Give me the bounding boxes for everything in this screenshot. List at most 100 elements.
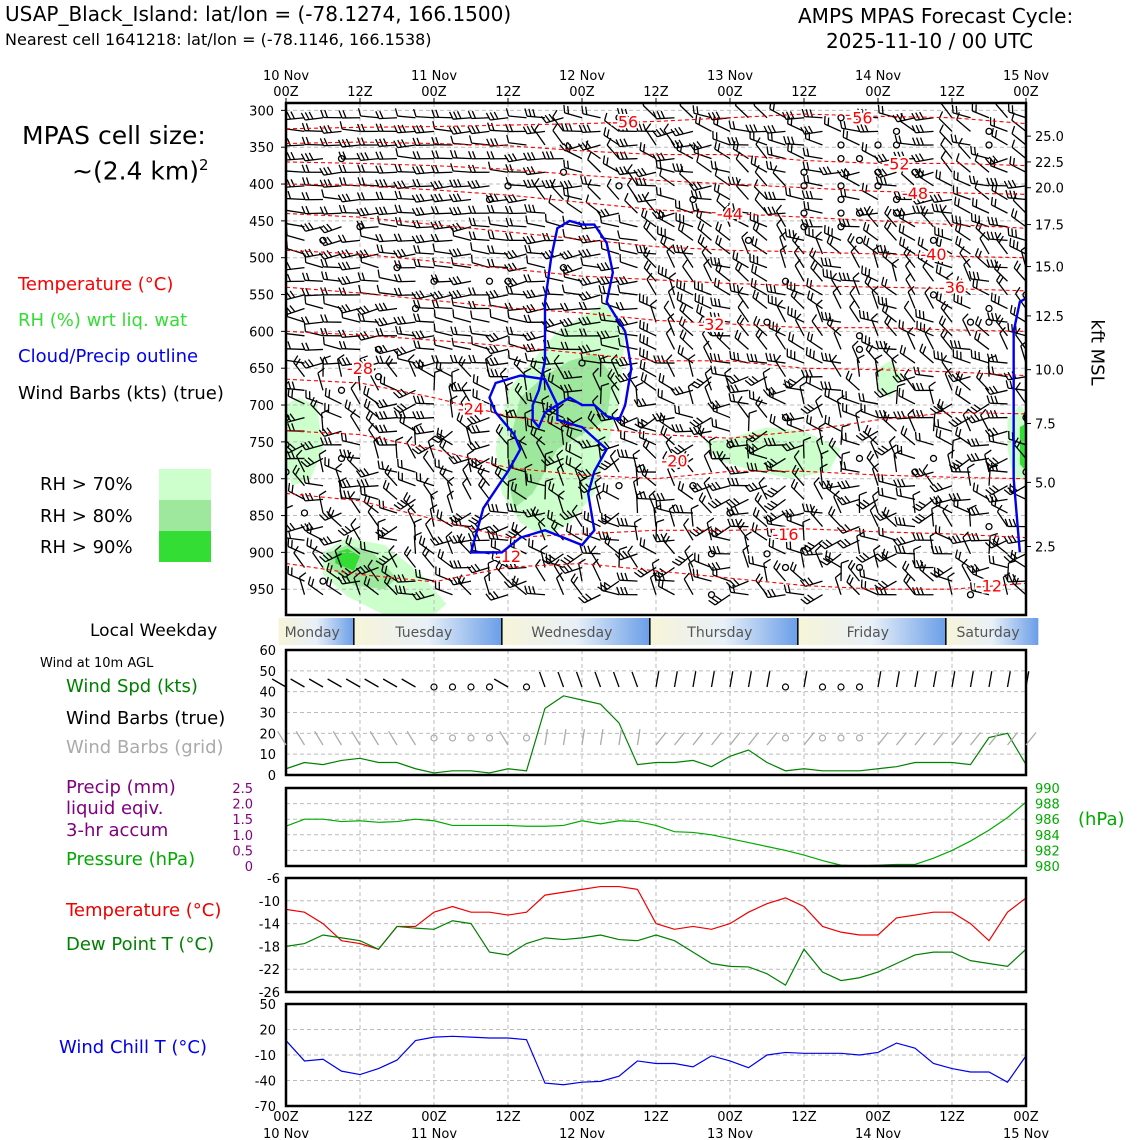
wind-barb-flag [600, 240, 603, 249]
wind-barb-flag [726, 439, 732, 448]
wind-barb-flag [881, 105, 884, 114]
wind-barb-flag [559, 303, 565, 311]
wind-barb [324, 464, 342, 473]
wind-barb-flag [772, 191, 777, 200]
wind-barb [697, 376, 712, 389]
wind-barb-flag [376, 244, 380, 253]
wind-barb-flag [903, 300, 910, 308]
wind-barb [323, 185, 342, 188]
wind-barb-flag [737, 286, 744, 295]
wind-barb-flag [562, 215, 565, 224]
calm-10m-grid [818, 734, 827, 742]
wind-barb-flag [527, 314, 532, 323]
wind-barb-flag [287, 483, 291, 492]
wind-barb-flag [393, 504, 401, 510]
wind-barb-flag [824, 257, 828, 267]
wind-barb [959, 252, 972, 269]
wind-barb-flag [873, 544, 881, 551]
wind-barb-flag [657, 265, 660, 274]
wind-barb-flag [907, 285, 915, 293]
wind-barb [627, 170, 639, 187]
wind-barb-flag [550, 511, 553, 520]
wind-barb-flag [836, 170, 843, 178]
bottom-day-label-8: 14 Nov [855, 1127, 901, 1140]
wind-barb [712, 304, 731, 310]
wind-barb [427, 441, 435, 459]
wind-barb-flag [341, 276, 347, 285]
wind-barb [547, 421, 564, 432]
pressure-tick-label-right-0: 980 [1035, 860, 1060, 875]
wind-barb-flag [677, 444, 685, 451]
wind-barb-flag [507, 250, 514, 259]
wind-barb [379, 536, 398, 541]
wind-barb [989, 498, 1008, 503]
wind-barb-flag [938, 430, 942, 439]
wind-barb [802, 440, 805, 459]
wind-barb-flag [800, 598, 808, 605]
wind-barb [438, 430, 453, 444]
wind-barb [434, 171, 453, 174]
wind-barb-flag [564, 123, 569, 132]
wind-barb-flag [382, 399, 388, 407]
wind-barb-flag [570, 573, 576, 581]
wind-barb-flag [379, 110, 384, 119]
wind-barb-flag [387, 358, 394, 366]
wind-barb-flag [805, 374, 808, 383]
wind-barb [931, 508, 935, 527]
wind-barb [457, 581, 472, 596]
wind-barb [662, 457, 675, 473]
precip-tick-label-5: 2.5 [232, 782, 253, 797]
weekday-segment-2 [501, 618, 650, 645]
wind-barb-flag [618, 276, 625, 285]
wind-barb-flag [988, 459, 996, 466]
calm-circle [966, 318, 975, 326]
wind-barb-flag [735, 477, 740, 486]
wind-barb-flag [845, 370, 850, 379]
wind-barb-flag [304, 152, 310, 161]
wind-barb [847, 239, 860, 255]
wind-barb-flag [754, 524, 758, 533]
wind-barb [863, 229, 879, 241]
legend-rh80-swatch [159, 500, 211, 531]
wind-barb [627, 552, 639, 568]
wind-barb-flag [600, 582, 603, 591]
wind-barb-flag [657, 578, 661, 587]
wind-barb [730, 400, 749, 405]
wind-barb-flag [324, 314, 329, 323]
wind-barb-flag [448, 126, 454, 135]
wind-barb-flag [468, 135, 473, 144]
wind-barb-flag [511, 262, 518, 270]
wind-barb-flag [701, 296, 704, 305]
wind-barb-flag [338, 287, 343, 296]
wind-barb [744, 536, 750, 554]
wind-barb-flag [752, 446, 755, 455]
calm-circle [985, 304, 993, 313]
wind-barb-flag [505, 285, 510, 294]
wind-barb-flag [695, 203, 699, 212]
wind-barb-flag [866, 311, 869, 320]
wind-barb-flag [600, 330, 606, 339]
wind-barb [535, 442, 546, 459]
wind-barb-flag [602, 285, 606, 294]
wind-barb-flag [618, 318, 625, 326]
wind-barb-flag [768, 388, 771, 397]
pressure-tick-label-13: 950 [249, 583, 274, 598]
wind-barb [527, 307, 546, 314]
wind-barb-flag [801, 503, 806, 512]
wind-barb-flag [755, 223, 760, 232]
wind-barb [916, 316, 934, 323]
wind-barb-flag [862, 235, 867, 244]
wind-barb [453, 524, 472, 528]
wind-barb-10m [538, 671, 546, 688]
wind-barb-10m-grid [932, 732, 945, 746]
wind-barb-flag [341, 139, 347, 147]
wind-barb-flag [624, 518, 629, 527]
wind-barb-flag [990, 462, 995, 471]
wind-barb-flag [692, 419, 700, 426]
wind-barb-flag [528, 538, 530, 547]
wind-barb [730, 512, 749, 516]
wind-barb [378, 171, 398, 174]
wind-barb-flag [475, 125, 481, 133]
wind-barb [540, 549, 546, 568]
wind-barb [646, 279, 657, 296]
